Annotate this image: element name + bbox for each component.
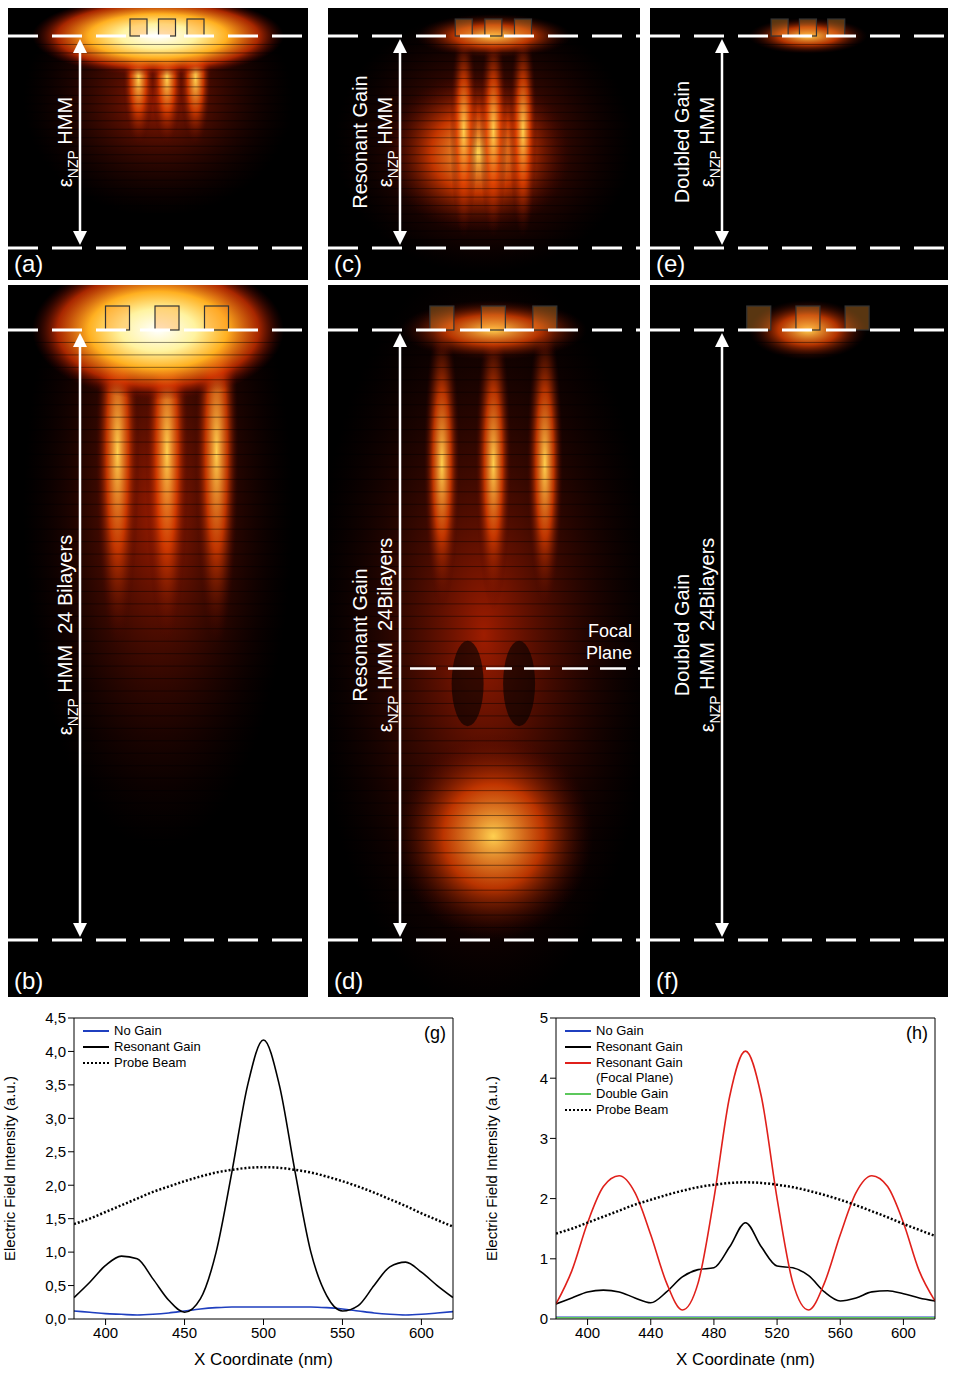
svg-text:1: 1 — [540, 1250, 548, 1267]
svg-text:1,0: 1,0 — [45, 1243, 66, 1260]
svg-text:480: 480 — [701, 1324, 726, 1341]
svg-text:4,5: 4,5 — [45, 1009, 66, 1026]
svg-text:(d): (d) — [334, 967, 363, 994]
svg-text:X Coordinate (nm): X Coordinate (nm) — [676, 1350, 815, 1369]
svg-text:(c): (c) — [334, 250, 362, 277]
svg-text:4: 4 — [540, 1070, 548, 1087]
svg-text:520: 520 — [765, 1324, 790, 1341]
svg-text:5: 5 — [540, 1009, 548, 1026]
svg-text:450: 450 — [172, 1324, 197, 1341]
svg-text:2: 2 — [540, 1190, 548, 1207]
svg-text:560: 560 — [828, 1324, 853, 1341]
html-text:Double Gain: Double Gain — [596, 1086, 669, 1101]
svg-text:εNZP HMM 24Bilayers: εNZP HMM 24Bilayers — [374, 538, 401, 733]
svg-text:εNZP HMM: εNZP HMM — [374, 97, 401, 187]
svg-text:440: 440 — [638, 1324, 663, 1341]
svg-text:0,5: 0,5 — [45, 1277, 66, 1294]
svg-text:Doubled Gain: Doubled Gain — [671, 81, 693, 203]
html-text:(g): (g) — [424, 1023, 446, 1043]
svg-text:Electric Field Intensity (a.u.: Electric Field Intensity (a.u.) — [1, 1076, 18, 1261]
svg-text:1,5: 1,5 — [45, 1210, 66, 1227]
svg-text:600: 600 — [409, 1324, 434, 1341]
svg-text:4,0: 4,0 — [45, 1043, 66, 1060]
html-text:No Gain: No Gain — [596, 1023, 644, 1038]
svg-text:(a): (a) — [14, 250, 43, 277]
svg-text:Resonant Gain: Resonant Gain — [349, 75, 371, 208]
html-text:Probe Beam: Probe Beam — [596, 1102, 669, 1117]
svg-text:Doubled Gain: Doubled Gain — [671, 574, 693, 696]
html-text:Resonant Gain (Focal Plane): Resonant Gain (Focal Plane) — [596, 1055, 683, 1085]
svg-text:(e): (e) — [656, 250, 685, 277]
svg-text:Plane: Plane — [586, 643, 632, 663]
svg-text:600: 600 — [891, 1324, 916, 1341]
svg-text:Electric Field Intensity (a.u.: Electric Field Intensity (a.u.) — [483, 1076, 500, 1261]
svg-text:3,0: 3,0 — [45, 1110, 66, 1127]
svg-text:400: 400 — [93, 1324, 118, 1341]
svg-text:(b): (b) — [14, 967, 43, 994]
html-text:(h): (h) — [906, 1023, 928, 1043]
svg-text:Focal: Focal — [588, 621, 632, 641]
svg-text:550: 550 — [330, 1324, 355, 1341]
svg-text:X Coordinate (nm): X Coordinate (nm) — [194, 1350, 333, 1369]
svg-text:2,0: 2,0 — [45, 1177, 66, 1194]
svg-text:0,0: 0,0 — [45, 1310, 66, 1327]
svg-text:3: 3 — [540, 1130, 548, 1147]
html-text:Probe Beam: Probe Beam — [114, 1055, 187, 1070]
html-text:No Gain: No Gain — [114, 1023, 162, 1038]
svg-text:3,5: 3,5 — [45, 1076, 66, 1093]
svg-text:εNZP HMM: εNZP HMM — [696, 97, 723, 187]
svg-text:Resonant Gain: Resonant Gain — [349, 568, 371, 701]
svg-text:0: 0 — [540, 1310, 548, 1327]
svg-text:εNZP HMM: εNZP HMM — [54, 97, 81, 187]
html-text:Resonant Gain: Resonant Gain — [114, 1039, 201, 1054]
svg-text:(f): (f) — [656, 967, 679, 994]
svg-text:2,5: 2,5 — [45, 1143, 66, 1160]
html-text:Resonant Gain: Resonant Gain — [596, 1039, 683, 1054]
svg-text:400: 400 — [575, 1324, 600, 1341]
svg-text:500: 500 — [251, 1324, 276, 1341]
svg-text:εNZP HMM 24Bilayers: εNZP HMM 24Bilayers — [696, 538, 723, 733]
svg-text:εNZP HMM 24 Bilayers: εNZP HMM 24 Bilayers — [54, 535, 81, 735]
